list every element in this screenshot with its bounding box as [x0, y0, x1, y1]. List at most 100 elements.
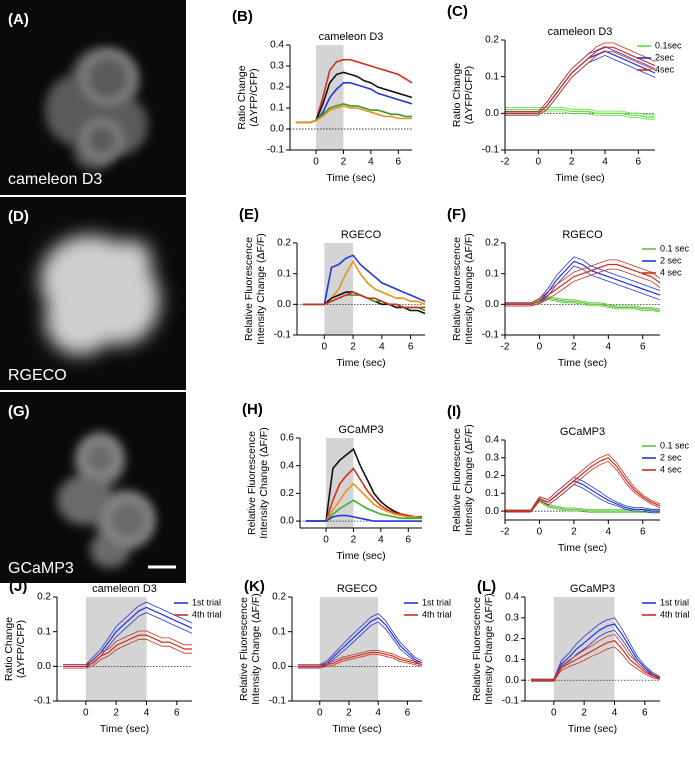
- chart-title: GCaMP3: [570, 583, 615, 595]
- x-axis-label: Time (sec): [336, 357, 385, 369]
- x-axis-label: Time (sec): [568, 723, 617, 735]
- error-line: [505, 460, 661, 513]
- x-tick-label: 0: [537, 342, 543, 353]
- y-tick-label: 0.4: [485, 435, 499, 446]
- y-tick-label: 0.0: [485, 506, 499, 517]
- panel-label: (G): [8, 403, 30, 420]
- data-line: [63, 634, 192, 667]
- error-line: [505, 453, 661, 511]
- chart: -0.1 0.0 0.1 0.2 0 2 4 6 Time (sec) Relative Fluo…: [238, 578, 452, 735]
- y-axis-label: Relative Fluorescence: [246, 431, 258, 535]
- y-tick-label: 0.6: [280, 433, 294, 444]
- chart-title: RGECO: [562, 229, 603, 241]
- x-tick-label: 6: [636, 157, 642, 168]
- data-line: [305, 499, 422, 522]
- chart: -0.1 0.0 0.1 0.2 -2 0 2 4 6 Time (sec) Ratio Chang…: [447, 3, 682, 184]
- x-tick-label: -2: [501, 342, 510, 353]
- y-tick-label: -0.1: [269, 696, 287, 707]
- y-tick-label: -0.1: [482, 145, 500, 156]
- y-axis-label: Relative Fluorescence: [238, 597, 250, 701]
- x-axis-label: Time (sec): [326, 172, 375, 184]
- chart: 0.0 0.2 0.4 0.6 0 2 4 6 Time (sec) Relative Fluor…: [242, 401, 423, 562]
- y-tick-label: 0.2: [280, 488, 294, 499]
- y-axis-label: Relative Fluorescence: [451, 237, 463, 341]
- x-tick-label: 0: [322, 342, 328, 353]
- error-line: [505, 54, 656, 116]
- x-tick-label: 2: [571, 527, 577, 538]
- x-tick-label: 0: [317, 708, 323, 719]
- panel-label: (J): [9, 578, 27, 595]
- x-tick-label: 4: [144, 708, 150, 719]
- y-tick-label: -0.1: [482, 330, 500, 341]
- error-line: [505, 476, 660, 511]
- y-tick-label: 0.1: [485, 268, 499, 279]
- panel-label: (F): [447, 206, 466, 223]
- y-tick-label: 0.2: [272, 592, 286, 603]
- y-tick-label: 0.1: [270, 103, 284, 114]
- y-tick-label: 0.0: [277, 299, 291, 310]
- y-axis-label: (ΔYFP/CFP): [463, 66, 475, 124]
- y-axis-label: (ΔYFP/CFP): [248, 68, 260, 126]
- y-tick-label: -0.1: [267, 145, 285, 156]
- y-tick-label: -0.1: [502, 696, 520, 707]
- x-axis-label: Time (sec): [558, 542, 607, 554]
- y-tick-label: 0.1: [485, 488, 499, 499]
- legend-label: 0.1 sec: [660, 440, 690, 450]
- y-axis-label: Ratio Change: [451, 63, 463, 127]
- data-line: [505, 260, 661, 305]
- error-line: [505, 42, 656, 112]
- error-line: [297, 654, 423, 669]
- y-tick-label: -0.1: [34, 696, 52, 707]
- error-line: [63, 630, 192, 665]
- image-caption: cameleon D3: [8, 171, 102, 188]
- panel-label: (C): [447, 3, 468, 20]
- chart-title: RGECO: [341, 229, 382, 241]
- y-tick-label: 0.2: [505, 633, 519, 644]
- chart: 0.0 0.1 0.2 0.3 0.4 -2 0 2 4 6 Time (sec) Relative …: [447, 403, 690, 554]
- legend-label: 4sec: [655, 64, 675, 74]
- x-tick-label: 4: [378, 535, 384, 546]
- x-tick-label: 2: [581, 708, 587, 719]
- y-tick-label: 0.3: [505, 612, 519, 623]
- x-tick-label: 6: [640, 527, 646, 538]
- chart-title: GCaMP3: [560, 426, 605, 438]
- x-tick-label: 2: [351, 535, 357, 546]
- y-axis-label: Intensity Change (ΔF/F): [258, 427, 270, 538]
- panel-label: (D): [8, 208, 29, 225]
- y-axis-label: Ratio Change: [236, 65, 248, 129]
- error-line: [531, 633, 661, 680]
- panel-label: (L): [477, 578, 496, 595]
- x-tick-label: 2: [569, 157, 575, 168]
- y-axis-label: Ratio Change: [3, 617, 15, 681]
- data-line: [505, 109, 655, 118]
- legend-label: 4th trial: [192, 609, 222, 619]
- y-tick-label: 0.0: [37, 661, 51, 672]
- y-tick-label: 0.0: [485, 108, 499, 119]
- data-line: [505, 480, 660, 512]
- data-line: [505, 457, 661, 512]
- legend-label: 4th trial: [422, 609, 452, 619]
- image-d: (D) RGECO: [0, 197, 186, 390]
- data-line: [505, 263, 661, 305]
- chart-title: cameleon D3: [319, 31, 384, 43]
- x-tick-label: 4: [368, 157, 374, 168]
- stimulus-shade: [85, 597, 147, 701]
- x-tick-label: 4: [379, 342, 385, 353]
- y-tick-label: 0.1: [277, 268, 291, 279]
- stimulus-shade: [319, 597, 379, 701]
- data-line: [302, 291, 426, 315]
- legend-label: 4th trial: [660, 609, 690, 619]
- y-tick-label: 0.3: [270, 61, 284, 72]
- legend-label: 2 sec: [660, 255, 682, 265]
- error-line: [505, 268, 661, 307]
- panel-label: (B): [232, 8, 253, 25]
- x-tick-label: 0: [83, 708, 89, 719]
- x-tick-label: 6: [406, 535, 412, 546]
- x-axis-label: Time (sec): [558, 357, 607, 369]
- y-tick-label: 0.2: [277, 238, 291, 249]
- y-axis-label: Intensity Change (ΔF/F): [483, 593, 495, 704]
- legend-label: 2sec: [655, 52, 675, 62]
- data-line: [295, 58, 413, 124]
